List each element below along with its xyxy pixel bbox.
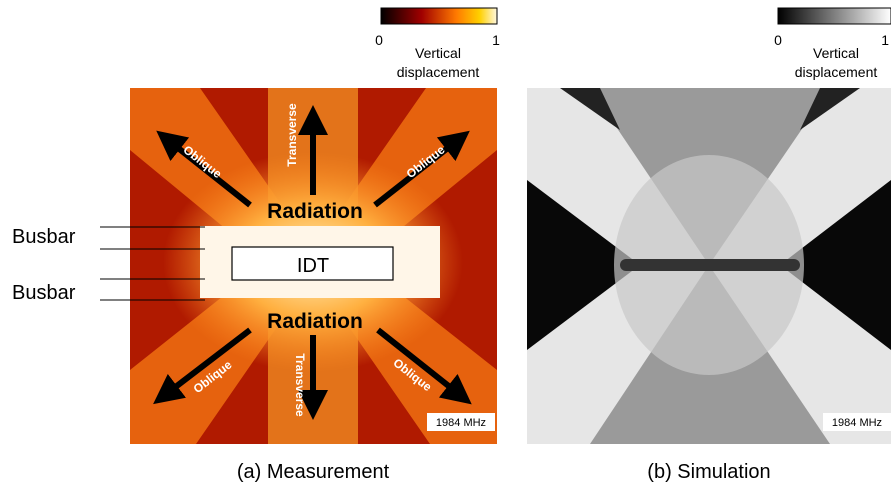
colorbar-label: displacement <box>795 64 878 80</box>
colorbar-label: Vertical <box>415 45 461 61</box>
colorbar-max: 1 <box>492 32 500 48</box>
arrows <box>153 105 472 420</box>
simulation-image <box>527 88 891 444</box>
transverse-label: Transverse <box>285 103 299 167</box>
colorbar <box>380 7 498 25</box>
idt-label: IDT <box>297 255 329 277</box>
colorbar-max: 1 <box>881 32 889 48</box>
caption: (b) Simulation <box>647 461 770 483</box>
idt-box <box>231 246 394 281</box>
busbar-label: Busbar <box>12 226 76 248</box>
caption: (a) Measurement <box>237 461 390 483</box>
busbar-leaders <box>100 226 205 301</box>
busbar-label: Busbar <box>12 282 76 304</box>
colorbar-label: displacement <box>397 64 480 80</box>
radiation-label: Radiation <box>267 310 363 333</box>
frequency-label: 1984 MHz <box>436 417 486 429</box>
transverse-label: Transverse <box>293 353 307 417</box>
colorbar <box>777 7 891 25</box>
frequency-label: 1984 MHz <box>832 417 882 429</box>
frequency-box <box>823 413 891 431</box>
radiation-label: Radiation <box>267 200 363 223</box>
colorbar-min: 0 <box>774 32 782 48</box>
colorbar-label: Vertical <box>813 45 859 61</box>
colorbar-min: 0 <box>375 32 383 48</box>
frequency-box <box>427 413 495 431</box>
